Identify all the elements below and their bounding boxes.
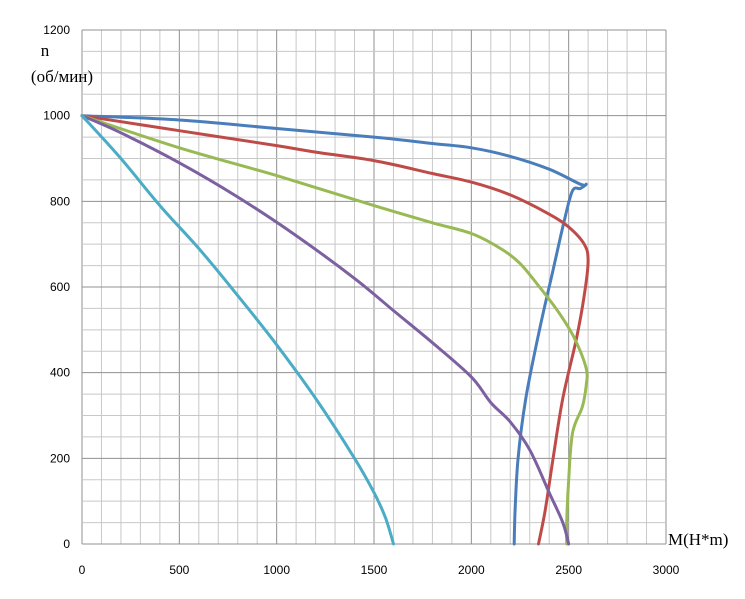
y-tick-label: 400	[50, 366, 70, 380]
y-tick-label: 1000	[43, 109, 70, 123]
y-axis-label-line1: n	[41, 41, 50, 60]
x-axis-label: M(H*m)	[668, 530, 728, 549]
series-line-5	[80, 114, 395, 546]
x-tick-label: 500	[169, 563, 189, 577]
x-tick-label: 2000	[458, 563, 485, 577]
x-tick-label: 2500	[555, 563, 582, 577]
series-line-3	[80, 114, 589, 546]
y-tick-label: 0	[63, 537, 70, 551]
series-line-4	[80, 114, 571, 546]
series-group	[80, 114, 590, 546]
y-axis-label-line2: (об/мин)	[31, 67, 93, 86]
y-tick-label: 200	[50, 451, 70, 465]
x-tick-label: 0	[79, 563, 86, 577]
x-tick-label: 1000	[263, 563, 290, 577]
y-tick-label: 600	[50, 280, 70, 294]
y-tick-label: 800	[50, 194, 70, 208]
series-line-2	[80, 114, 590, 546]
plot-grid	[81, 29, 667, 545]
x-tick-labels: 0 500 1000 1500 2000 2500 3000	[79, 563, 680, 577]
x-tick-label: 1500	[361, 563, 388, 577]
x-tick-label: 3000	[653, 563, 680, 577]
y-tick-labels: 0 200 400 600 800 1000 1200	[43, 23, 70, 551]
y-tick-label: 1200	[43, 23, 70, 37]
series-line-1	[80, 114, 588, 546]
